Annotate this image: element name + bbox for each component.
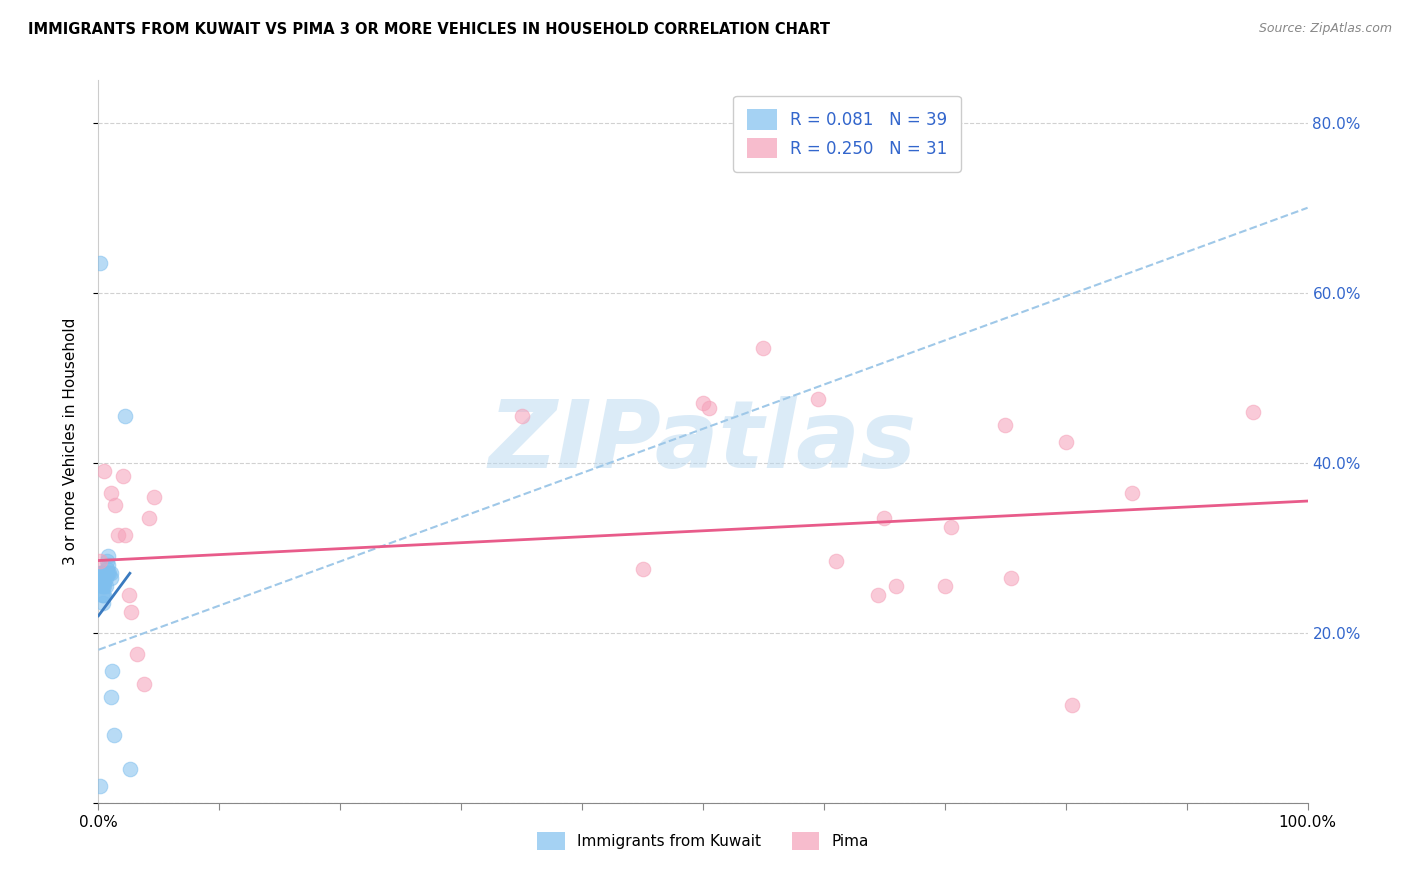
Y-axis label: 3 or more Vehicles in Household: 3 or more Vehicles in Household — [63, 318, 77, 566]
Point — [98, 566, 121, 581]
Point — [1054, 434, 1077, 449]
Point — [89, 574, 111, 589]
Point — [143, 490, 166, 504]
Point — [631, 562, 654, 576]
Point — [752, 341, 775, 355]
Point — [93, 579, 115, 593]
Text: Source: ZipAtlas.com: Source: ZipAtlas.com — [1258, 22, 1392, 36]
Point — [91, 579, 114, 593]
Point — [96, 553, 118, 567]
Point — [91, 579, 114, 593]
Point — [100, 566, 122, 581]
Point — [934, 579, 956, 593]
Point — [103, 728, 125, 742]
Point — [1000, 570, 1022, 584]
Point — [91, 588, 114, 602]
Point — [93, 588, 115, 602]
Point — [90, 566, 112, 581]
Point — [94, 570, 117, 584]
Point — [100, 570, 122, 584]
Point — [94, 579, 117, 593]
Point — [118, 588, 141, 602]
Point — [89, 553, 111, 567]
Point — [89, 566, 111, 581]
Point — [89, 779, 111, 793]
Text: IMMIGRANTS FROM KUWAIT VS PIMA 3 OR MORE VEHICLES IN HOUSEHOLD CORRELATION CHART: IMMIGRANTS FROM KUWAIT VS PIMA 3 OR MORE… — [28, 22, 830, 37]
Point — [127, 647, 149, 661]
Point — [868, 588, 890, 602]
Point — [100, 690, 122, 704]
Point — [138, 511, 160, 525]
Point — [873, 511, 896, 525]
Point — [90, 574, 112, 589]
Point — [107, 528, 129, 542]
Point — [93, 570, 115, 584]
Text: ZIPatlas: ZIPatlas — [489, 395, 917, 488]
Point — [97, 558, 120, 572]
Point — [93, 464, 115, 478]
Legend: Immigrants from Kuwait, Pima: Immigrants from Kuwait, Pima — [531, 826, 875, 856]
Point — [91, 566, 114, 581]
Point — [886, 579, 908, 593]
Point — [100, 664, 122, 678]
Point — [91, 566, 114, 581]
Point — [96, 562, 118, 576]
Point — [114, 528, 136, 542]
Point — [90, 566, 112, 581]
Point — [692, 396, 714, 410]
Point — [697, 401, 720, 415]
Point — [1241, 405, 1264, 419]
Point — [134, 677, 156, 691]
Point — [100, 485, 122, 500]
Point — [114, 409, 136, 423]
Point — [93, 574, 115, 589]
Point — [120, 605, 142, 619]
Point — [91, 570, 114, 584]
Point — [994, 417, 1017, 432]
Point — [510, 409, 533, 423]
Point — [825, 553, 848, 567]
Point — [807, 392, 830, 406]
Point — [97, 566, 120, 581]
Point — [111, 468, 134, 483]
Point — [91, 574, 114, 589]
Point — [89, 256, 111, 270]
Point — [1121, 485, 1143, 500]
Point — [90, 570, 112, 584]
Point — [96, 566, 118, 581]
Point — [939, 519, 962, 533]
Point — [1060, 698, 1083, 712]
Point — [97, 549, 120, 564]
Point — [89, 570, 111, 584]
Point — [91, 570, 114, 584]
Point — [104, 498, 127, 512]
Point — [91, 588, 114, 602]
Point — [91, 596, 114, 610]
Point — [118, 762, 141, 776]
